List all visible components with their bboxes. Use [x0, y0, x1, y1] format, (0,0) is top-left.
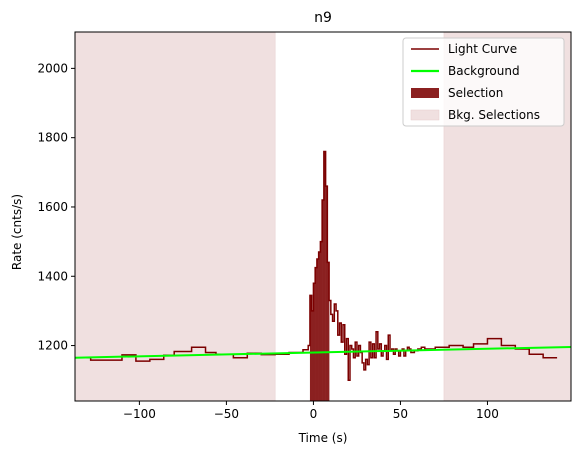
chart-title: n9: [314, 10, 332, 26]
legend-label-bkg-selections: Bkg. Selections: [448, 108, 540, 122]
selection-bin: [316, 258, 319, 401]
selection-bin: [322, 200, 325, 401]
selection-bin: [318, 252, 321, 401]
y-axis-label: Rate (cnts/s): [10, 194, 24, 270]
legend-label-background: Background: [448, 64, 520, 78]
x-axis-label: Time (s): [298, 431, 348, 445]
y-tick-label: 1400: [37, 269, 68, 283]
legend: Light Curve Background Selection Bkg. Selec…: [402, 37, 565, 127]
y-tick-label: 1200: [37, 339, 68, 353]
x-tick-label: 100: [476, 407, 499, 421]
selection-layer: [309, 151, 330, 401]
x-tick-label: −50: [214, 407, 239, 421]
light-curve-line: [75, 150, 558, 381]
selection-bin: [315, 267, 318, 401]
x-tick-label: 50: [393, 407, 408, 421]
selection-bin: [323, 151, 326, 401]
y-axis-ticks: 1200 1400 1600 1800 2000: [37, 61, 75, 353]
selection-bin: [327, 262, 330, 401]
selection-bin: [325, 186, 328, 401]
legend-label-light-curve: Light Curve: [448, 42, 517, 56]
background-line: [74, 345, 572, 359]
axes-frame: [74, 31, 572, 402]
legend-swatch-selection: [411, 88, 439, 98]
selection-bin: [311, 310, 314, 401]
selection-bin: [320, 241, 323, 401]
y-tick-label: 1600: [37, 200, 68, 214]
legend-box: [402, 37, 565, 127]
legend-label-selection: Selection: [448, 86, 503, 100]
legend-swatch-bkg-selections: [410, 109, 440, 121]
bkg-selection-region-1: [74, 31, 276, 402]
selection-bin: [309, 295, 312, 401]
y-tick-label: 1800: [37, 131, 68, 145]
x-tick-label: −100: [123, 407, 156, 421]
y-tick-label: 2000: [37, 61, 68, 75]
x-axis-ticks: −100 −50 0 50 100: [123, 401, 499, 421]
x-tick-label: 0: [310, 407, 318, 421]
selection-bin: [313, 283, 316, 401]
